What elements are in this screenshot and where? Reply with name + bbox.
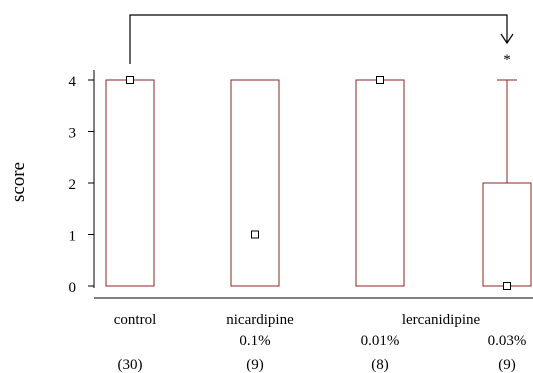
significance-asterisk: * <box>503 52 511 68</box>
y-tick-label-4: 4 <box>69 74 77 90</box>
group-label-lercanidipine: lercanidipine <box>402 312 481 328</box>
box-rect-0 <box>105 79 155 287</box>
median-marker-3 <box>503 282 511 290</box>
y-tick-label-0: 0 <box>69 280 77 296</box>
box-rect-3 <box>482 182 532 287</box>
sample-size-label-0: (30) <box>118 357 143 373</box>
y-tick-label-3: 3 <box>69 126 77 142</box>
box-rect-1 <box>230 79 280 287</box>
median-marker-0 <box>126 76 134 84</box>
sample-size-label-3: (9) <box>498 357 516 373</box>
median-marker-2 <box>376 76 384 84</box>
axis-layer <box>93 70 533 299</box>
y-axis-label: score <box>8 162 29 202</box>
y-ticks: 0 1 2 3 4 <box>69 74 94 296</box>
category-labels: control (30) nicardipine 0.1% (9) 0.01% (8) 0.0… <box>114 312 527 373</box>
y-tick-label-2: 2 <box>69 177 77 193</box>
concentration-label-3: 0.03% <box>488 333 527 349</box>
concentration-label-1: 0.1% <box>239 333 270 349</box>
comparison-bracket <box>129 14 514 64</box>
box-0 <box>105 76 155 287</box>
y-tick-label-1: 1 <box>69 229 77 245</box>
box-3 <box>482 79 532 290</box>
category-label-1: nicardipine <box>226 312 294 328</box>
concentration-label-2: 0.01% <box>361 333 400 349</box>
sample-size-label-1: (9) <box>246 357 264 373</box>
median-marker-1 <box>251 230 259 239</box>
boxes <box>105 76 532 290</box>
box-rect-2 <box>355 79 405 287</box>
category-label-0: control <box>114 312 157 328</box>
box-2 <box>355 76 405 287</box>
bracket-arrowhead <box>500 33 514 45</box>
box-1 <box>230 79 280 287</box>
sample-size-label-2: (8) <box>371 357 389 373</box>
bracket-line <box>129 14 508 64</box>
